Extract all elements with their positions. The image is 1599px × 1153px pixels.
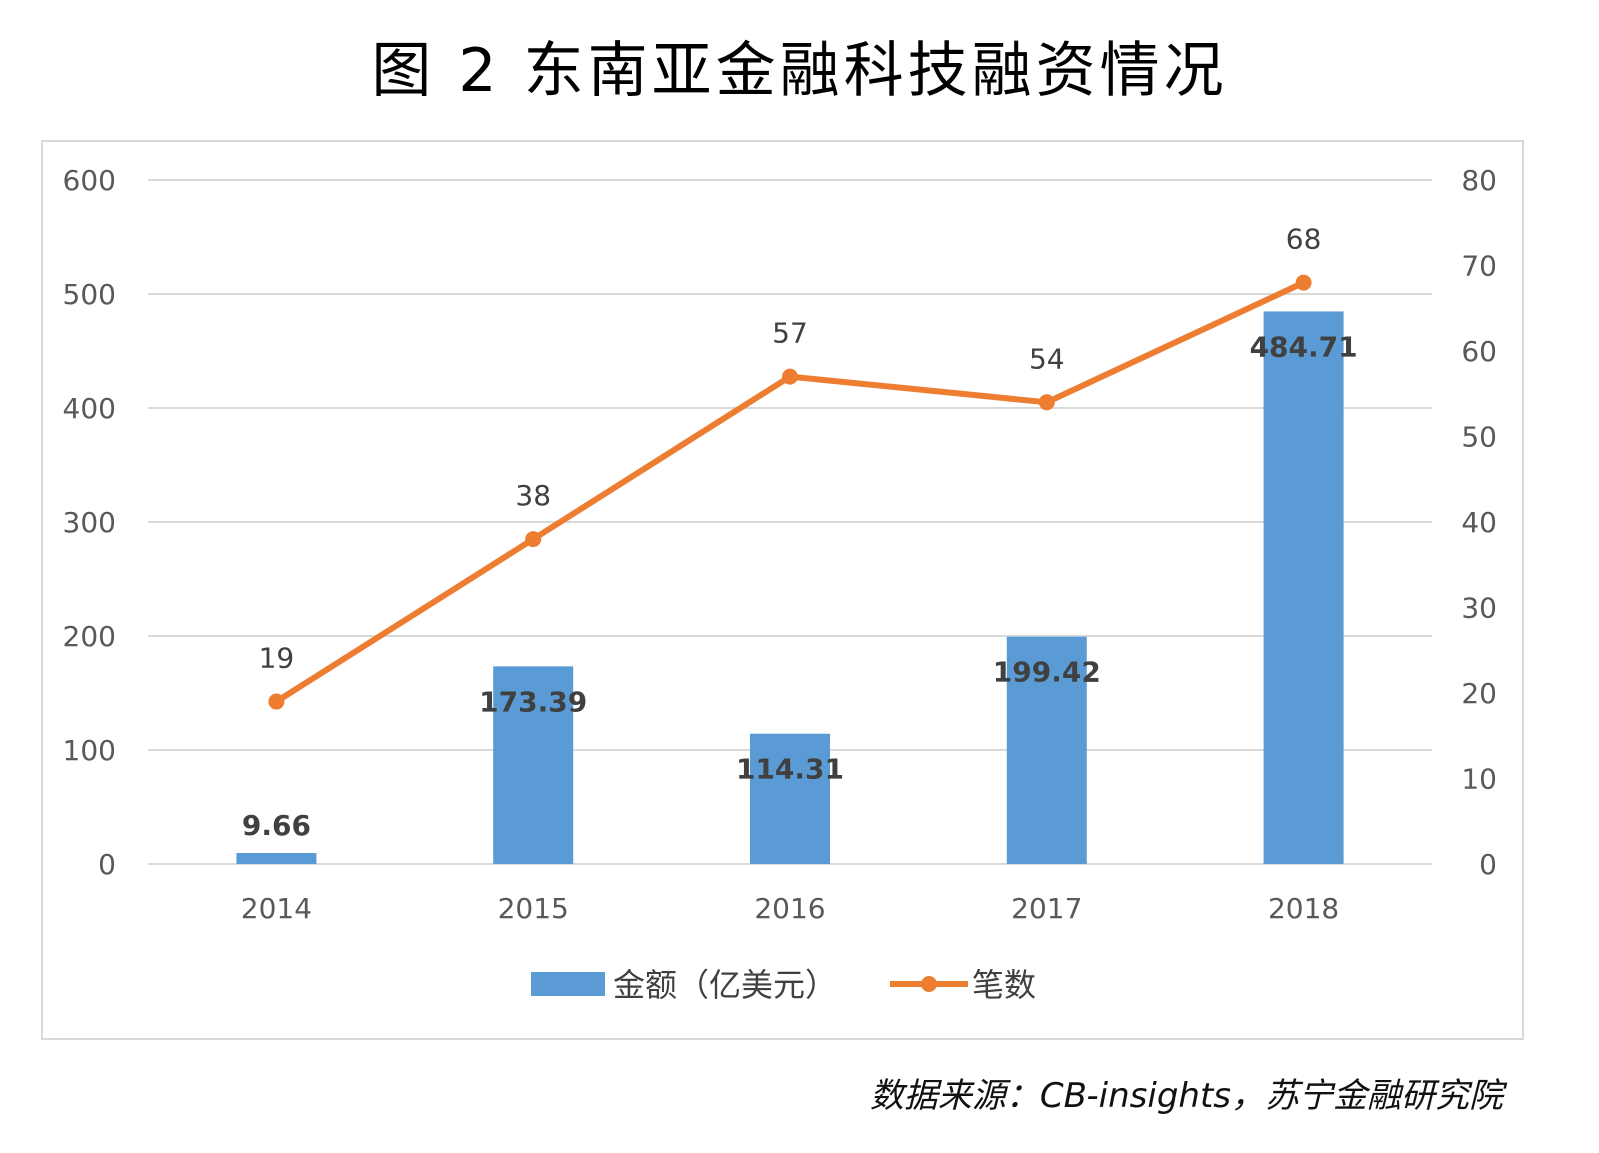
bar-data-label: 114.31 — [736, 753, 844, 786]
bar-series: 9.66 173.39 114.31 199.42 484.71 — [236, 311, 1358, 864]
left-tick-label: 100 — [63, 734, 116, 767]
right-tick-label: 50 — [1461, 421, 1497, 454]
x-tick-label: 2016 — [754, 892, 825, 925]
right-tick-label: 70 — [1461, 250, 1497, 283]
right-tick-label: 80 — [1461, 164, 1497, 197]
left-tick-label: 300 — [63, 506, 116, 539]
line-data-label: 38 — [515, 479, 551, 512]
bar-data-label: 484.71 — [1250, 330, 1358, 363]
bar — [1263, 311, 1344, 864]
right-tick-label: 30 — [1461, 592, 1497, 625]
right-tick-label: 40 — [1461, 506, 1497, 539]
line-data-label: 57 — [772, 317, 808, 350]
bar — [1006, 636, 1087, 864]
left-tick-label: 600 — [63, 164, 116, 197]
legend: 金额（亿美元） 笔数 — [531, 966, 1036, 1004]
legend-swatch-marker — [921, 976, 937, 992]
legend-swatch-bar — [531, 972, 605, 996]
line-data-label: 19 — [259, 642, 295, 675]
left-tick-label: 200 — [63, 620, 116, 653]
x-tick-label: 2015 — [498, 892, 569, 925]
chart-title: 图 2 东南亚金融科技融资情况 — [371, 36, 1228, 106]
bar — [236, 852, 317, 864]
source-note: 数据来源：CB-insights，苏宁金融研究院 — [869, 1076, 1503, 1116]
right-axis: 0 10 20 30 40 50 60 70 80 — [1461, 164, 1497, 881]
line-point — [525, 531, 542, 548]
left-tick-label: 400 — [63, 392, 116, 425]
bar-data-label: 199.42 — [993, 656, 1101, 689]
line-point — [1038, 394, 1055, 411]
line-data-label: 54 — [1029, 342, 1065, 375]
right-tick-label: 60 — [1461, 335, 1497, 368]
line-point — [1295, 274, 1312, 291]
bar — [750, 733, 830, 864]
bar-data-label: 173.39 — [479, 685, 587, 718]
right-tick-label: 20 — [1461, 677, 1497, 710]
line-point — [268, 693, 285, 710]
x-tick-label: 2017 — [1011, 892, 1082, 925]
line-point — [782, 368, 798, 385]
x-tick-label: 2014 — [241, 892, 312, 925]
left-tick-label: 500 — [63, 278, 116, 311]
right-tick-label: 10 — [1461, 763, 1497, 796]
x-tick-label: 2018 — [1268, 892, 1339, 925]
left-axis: 0 100 200 300 400 500 600 — [63, 164, 116, 881]
right-tick-label: 0 — [1479, 848, 1497, 881]
line-series: 19 38 57 54 68 — [259, 223, 1322, 710]
x-axis: 2014 2015 2016 2017 2018 — [241, 892, 1339, 925]
bar-data-label: 9.66 — [242, 809, 311, 842]
bar — [493, 666, 574, 864]
line-data-label: 68 — [1286, 223, 1322, 256]
left-tick-label: 0 — [98, 848, 116, 881]
legend-label-bar: 金额（亿美元） — [613, 966, 837, 1004]
legend-label-line: 笔数 — [972, 966, 1036, 1004]
